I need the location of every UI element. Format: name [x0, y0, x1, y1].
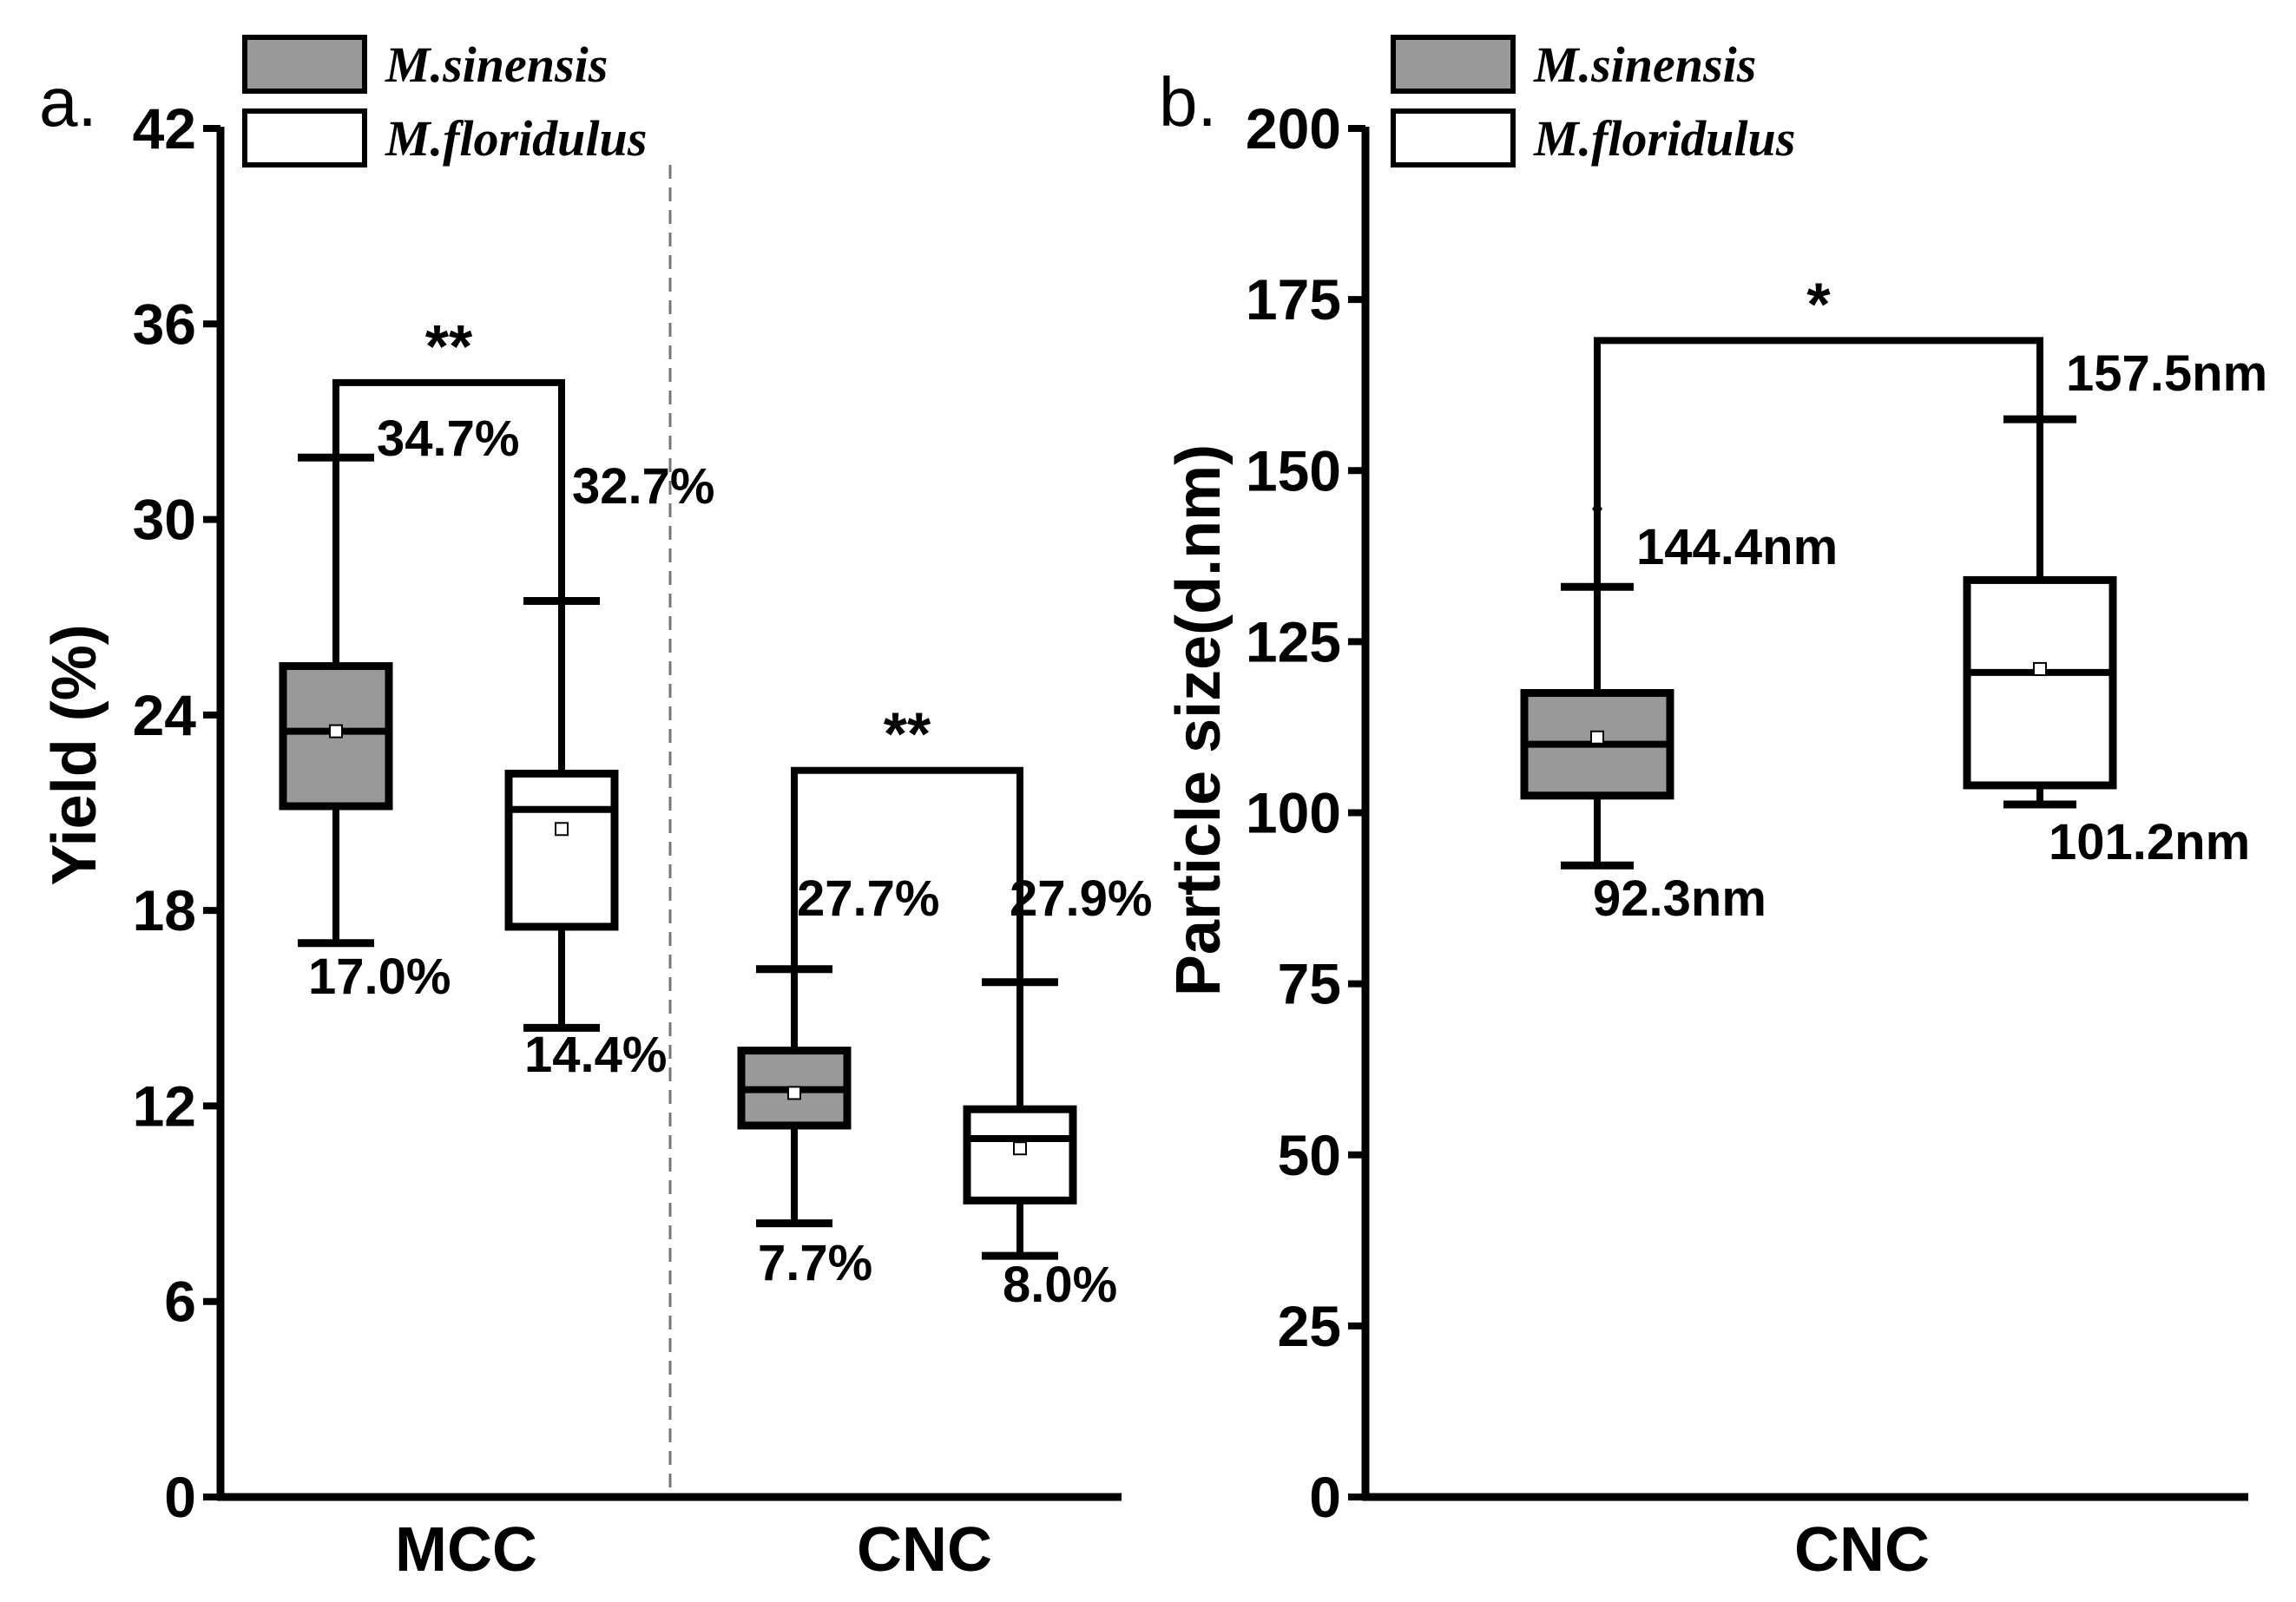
y-tick-label: 0	[164, 1465, 196, 1529]
y-tick-label: 75	[1278, 952, 1341, 1016]
annotation-min-label: 92.3nm	[1593, 870, 1766, 927]
annotation-max-label: 34.7%	[377, 410, 519, 467]
legend-swatch	[242, 108, 367, 167]
box-iqr	[1963, 575, 2117, 790]
y-tick-label: 12	[133, 1073, 196, 1138]
significance-marker: **	[884, 700, 931, 768]
y-tick-label: 0	[1309, 1465, 1341, 1529]
y-tick-label: 6	[164, 1270, 196, 1334]
y-tick-label: 25	[1278, 1294, 1341, 1358]
y-axis-title: Yield (%)	[40, 624, 109, 885]
annotation-min-label: 101.2nm	[2049, 814, 2250, 870]
y-tick-label: 24	[133, 683, 197, 747]
box-mean-marker	[1590, 730, 1604, 745]
annotation-max-label: 27.9%	[1010, 870, 1152, 927]
legend-swatch	[1391, 35, 1516, 94]
legend-label: M.floridulus	[385, 110, 647, 167]
legend-swatch	[1391, 108, 1516, 167]
y-tick-label: 50	[1278, 1123, 1341, 1187]
significance-marker: **	[425, 312, 473, 380]
annotation-max-label: 144.4nm	[1636, 519, 1838, 575]
box-iqr	[504, 769, 619, 931]
box-mean-marker	[787, 1086, 801, 1100]
y-tick-label: 42	[133, 96, 196, 161]
significance-bracket	[332, 378, 565, 601]
y-tick-label: 175	[1246, 267, 1341, 332]
panel-a-yield-chart: 0 6 12 18 24 30 36 42 Yield (%) a. MCC CNC M.sinensi…	[39, 35, 1152, 1585]
significance-bracket	[1594, 337, 2043, 588]
box-mean-marker	[329, 724, 343, 739]
panel-b-particle-size-chart: 0 25 50 75 100 125 150 175 200 Particle size(d.nm…	[1159, 35, 2267, 1585]
legend-swatch	[242, 35, 367, 94]
y-tick-label: 18	[133, 878, 196, 942]
y-axis-title: Particle size(d.nm)	[1164, 444, 1234, 996]
significance-marker: *	[1806, 270, 1831, 338]
y-tick-label: 30	[133, 488, 196, 552]
x-category-label: MCC	[395, 1515, 537, 1585]
box-mean-marker	[2033, 661, 2047, 676]
panel-label: a.	[39, 63, 97, 141]
x-category-label: CNC	[1794, 1515, 1930, 1585]
annotation-max-label: 32.7%	[572, 458, 714, 515]
annotation-min-label: 8.0%	[1003, 1257, 1117, 1313]
y-tick-label: 150	[1246, 438, 1341, 502]
annotation-min-label: 17.0%	[308, 949, 451, 1005]
y-tick-label: 200	[1246, 96, 1341, 161]
annotation-max-label: 157.5nm	[2066, 345, 2267, 402]
y-tick-label: 125	[1246, 609, 1341, 673]
panel-label: b.	[1159, 63, 1217, 141]
box-mean-marker	[1013, 1141, 1027, 1156]
annotation-min-label: 7.7%	[758, 1235, 872, 1291]
annotation-min-label: 14.4%	[524, 1027, 667, 1083]
legend-label: M.floridulus	[1533, 110, 1795, 167]
annotation-max-label: 27.7%	[797, 870, 939, 927]
legend-label: M.sinensis	[1533, 36, 1756, 93]
y-tick-label: 100	[1246, 781, 1341, 845]
y-tick-label: 36	[133, 292, 196, 356]
box-mean-marker	[555, 822, 569, 837]
significance-bracket	[791, 766, 1023, 982]
x-category-label: CNC	[857, 1515, 992, 1585]
legend-label: M.sinensis	[385, 36, 608, 93]
